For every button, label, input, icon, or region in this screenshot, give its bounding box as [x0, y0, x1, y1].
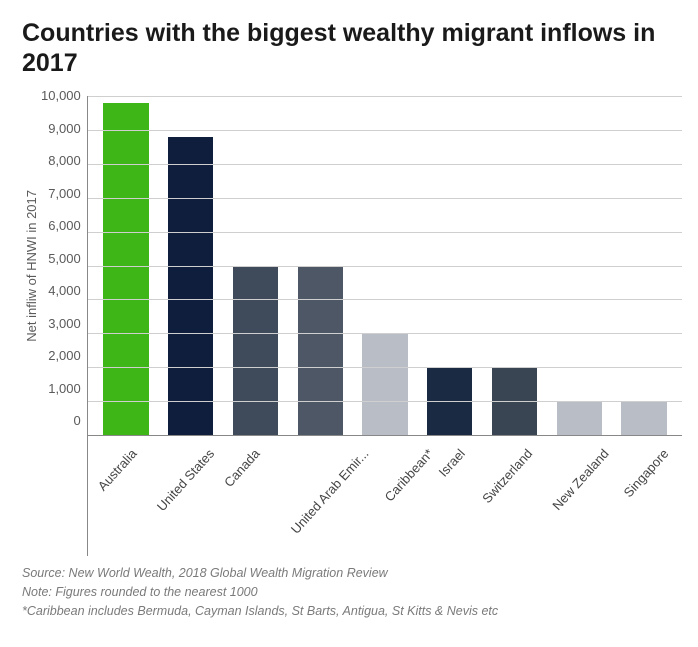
y-tick: 3,000: [48, 316, 81, 331]
gridline: [88, 333, 683, 334]
gridline: [88, 367, 683, 368]
chart-title: Countries with the biggest wealthy migra…: [22, 18, 676, 78]
y-axis-ticks: 10,000 9,000 8,000 7,000 6,000 5,000 4,000 3,00…: [41, 88, 87, 428]
bar: [233, 266, 278, 436]
y-tick: 6,000: [48, 218, 81, 233]
y-tick: 10,000: [41, 88, 81, 103]
y-axis-label: Net infliw of HNWI in 2017: [22, 190, 41, 342]
gridline: [88, 96, 683, 97]
gridline: [88, 198, 683, 199]
gridline: [88, 299, 683, 300]
gridline: [88, 164, 683, 165]
gridline: [88, 401, 683, 402]
footer-caribbean: *Caribbean includes Bermuda, Cayman Isla…: [22, 602, 676, 621]
y-tick: 9,000: [48, 121, 81, 136]
bar: [362, 333, 407, 435]
bar: [621, 401, 666, 435]
x-axis-labels: AustraliaUnited StatesCanadaUnited Arab …: [88, 436, 683, 546]
footer-note: Note: Figures rounded to the nearest 100…: [22, 583, 676, 602]
bar: [557, 401, 602, 435]
gridline: [88, 130, 683, 131]
bar: [168, 137, 213, 435]
y-tick: 7,000: [48, 186, 81, 201]
y-tick: 8,000: [48, 153, 81, 168]
y-tick: 1,000: [48, 381, 81, 396]
y-tick: 4,000: [48, 283, 81, 298]
chart: Net infliw of HNWI in 2017 10,0009,0008,…: [22, 96, 676, 556]
bar: [298, 266, 343, 436]
bar: [103, 103, 148, 435]
y-tick: 5,000: [48, 251, 81, 266]
y-tick: 2,000: [48, 348, 81, 363]
y-tick: 0: [74, 413, 81, 428]
gridline: [88, 266, 683, 267]
plot-area: AustraliaUnited StatesCanadaUnited Arab …: [87, 96, 683, 556]
gridline: [88, 232, 683, 233]
